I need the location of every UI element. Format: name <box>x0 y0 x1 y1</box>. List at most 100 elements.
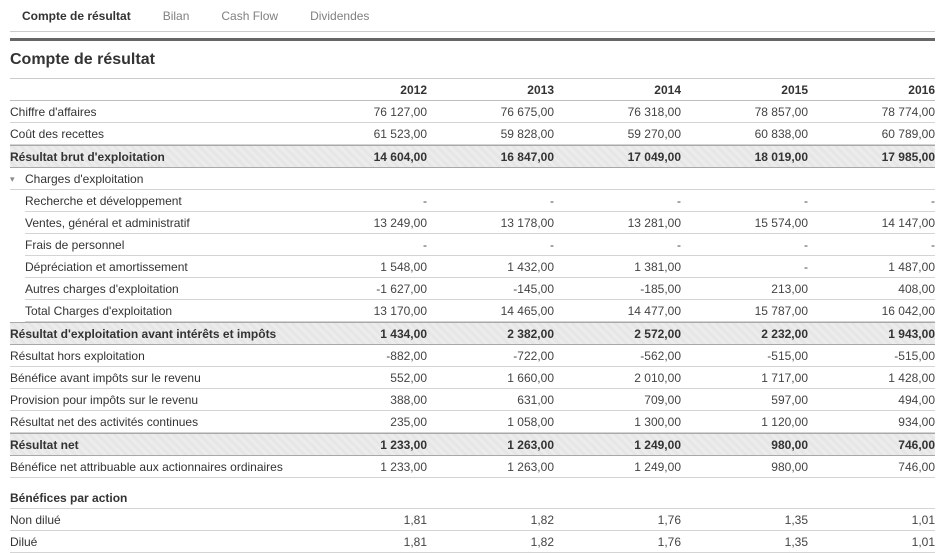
year-column-header: 2013 <box>527 83 554 97</box>
value-cell: 59 270,00 <box>627 127 681 141</box>
value-cell: 2 382,00 <box>507 327 554 341</box>
value-cell: 1 428,00 <box>888 371 935 385</box>
value-cell: 1,35 <box>784 513 808 527</box>
table-row: Résultat net 1 233,00 1 263,00 1 249,00 980,… <box>10 433 935 456</box>
value-cell: -562,00 <box>640 349 681 363</box>
row-label: Bénéfice avant impôts sur le revenu <box>10 371 201 385</box>
value-cell: -185,00 <box>640 282 681 296</box>
value-cell: 1 263,00 <box>507 438 554 452</box>
value-cell: 61 523,00 <box>373 127 427 141</box>
value-cell: 13 281,00 <box>627 216 681 230</box>
table-row: Dépréciation et amortissement 1 548,00 1 4… <box>25 256 935 278</box>
table-row: Ventes, général et administratif 13 249,0… <box>25 212 935 234</box>
value-cell: 1 300,00 <box>634 415 681 429</box>
value-cell: -515,00 <box>767 349 808 363</box>
collapse-triangle-icon[interactable]: ▾ <box>10 174 15 184</box>
tab-dividendes[interactable]: Dividendes <box>310 9 370 23</box>
table-row: Résultat brut d'exploitation 14 604,00 16 … <box>10 145 935 168</box>
value-cell: 2 232,00 <box>761 327 808 341</box>
value-cell: 14 604,00 <box>373 150 427 164</box>
value-cell: 2 572,00 <box>634 327 681 341</box>
table-row: Bénéfices par action <box>10 487 935 509</box>
value-cell: 1 381,00 <box>634 260 681 274</box>
value-cell: 1,35 <box>784 535 808 549</box>
value-cell: 78 857,00 <box>754 105 808 119</box>
table-row: Frais de personnel - - - - - <box>25 234 935 256</box>
value-cell: 1,81 <box>403 535 427 549</box>
row-label: ▾ Charges d'exploitation <box>10 172 300 186</box>
value-cell: 746,00 <box>898 460 935 474</box>
table-row: Recherche et développement - - - - - <box>25 190 935 212</box>
row-label: Frais de personnel <box>25 238 125 252</box>
value-cell: 1 487,00 <box>888 260 935 274</box>
value-cell: - <box>804 260 808 274</box>
value-cell: 494,00 <box>898 393 935 407</box>
value-cell: 13 170,00 <box>373 304 427 318</box>
value-cell: 1,01 <box>911 535 935 549</box>
value-cell: - <box>550 194 554 208</box>
value-cell: 1,82 <box>530 535 554 549</box>
row-label: Résultat brut d'exploitation <box>10 150 165 164</box>
value-cell: 16 042,00 <box>881 304 935 318</box>
value-cell: 1 717,00 <box>761 371 808 385</box>
row-label: Non dilué <box>10 513 61 527</box>
tabs-divider-dark <box>10 38 935 41</box>
row-label: Dépréciation et amortissement <box>25 260 188 274</box>
value-cell: -882,00 <box>386 349 427 363</box>
value-cell: 235,00 <box>390 415 427 429</box>
value-cell: 76 318,00 <box>627 105 681 119</box>
value-cell: 16 847,00 <box>500 150 554 164</box>
table-row: Résultat d'exploitation avant intérêts e… <box>10 322 935 345</box>
value-cell: - <box>677 238 681 252</box>
table-row: Chiffre d'affaires 76 127,00 76 675,00 76 3… <box>10 101 935 123</box>
value-cell: 1 434,00 <box>380 327 427 341</box>
value-cell: 1,81 <box>403 513 427 527</box>
table-row: Dilué 1,81 1,82 1,76 1,35 1,01 <box>10 531 935 553</box>
value-cell: 1 432,00 <box>507 260 554 274</box>
row-label: Total Charges d'exploitation <box>25 304 173 318</box>
table-row: Bénéfice net attribuable aux actionnaire… <box>10 456 935 478</box>
tabs-divider-light <box>10 31 935 32</box>
value-cell: 1 249,00 <box>634 460 681 474</box>
year-column-header: 2012 <box>400 83 427 97</box>
value-cell: 408,00 <box>898 282 935 296</box>
value-cell: - <box>677 194 681 208</box>
tab-bilan[interactable]: Bilan <box>162 9 190 23</box>
row-label: Coût des recettes <box>10 127 105 141</box>
value-cell: 213,00 <box>771 282 808 296</box>
value-cell: 934,00 <box>898 415 935 429</box>
value-cell: 1 058,00 <box>507 415 554 429</box>
table-row: ▾ Charges d'exploitation <box>10 168 935 190</box>
tab-cash-flow[interactable]: Cash Flow <box>221 9 279 23</box>
table-row: Autres charges d'exploitation -1 627,00 -1… <box>25 278 935 300</box>
value-cell: - <box>931 194 935 208</box>
value-cell: 14 465,00 <box>500 304 554 318</box>
value-cell: 13 249,00 <box>373 216 427 230</box>
year-column-header: 2016 <box>908 83 935 97</box>
tab-compte-de-r-sultat[interactable]: Compte de résultat <box>22 9 131 23</box>
value-cell: - <box>550 238 554 252</box>
value-cell: 980,00 <box>771 460 808 474</box>
row-label: Bénéfice net attribuable aux actionnaire… <box>10 460 283 474</box>
row-label: Dilué <box>10 535 38 549</box>
row-label: Chiffre d'affaires <box>10 105 97 119</box>
table-row: Provision pour impôts sur le revenu 388,0… <box>10 389 935 411</box>
value-cell: 14 477,00 <box>627 304 681 318</box>
value-cell: 980,00 <box>771 438 808 452</box>
value-cell: 17 049,00 <box>627 150 681 164</box>
table-row: Coût des recettes 61 523,00 59 828,00 59 27… <box>10 123 935 145</box>
value-cell: -145,00 <box>513 282 554 296</box>
value-cell: -1 627,00 <box>376 282 427 296</box>
value-cell: -515,00 <box>894 349 935 363</box>
value-cell: - <box>804 238 808 252</box>
row-label: Autres charges d'exploitation <box>25 282 179 296</box>
value-cell: - <box>804 194 808 208</box>
value-cell: 60 789,00 <box>881 127 935 141</box>
value-cell: 1,82 <box>530 513 554 527</box>
value-cell: 1 660,00 <box>507 371 554 385</box>
value-cell: 1 120,00 <box>761 415 808 429</box>
value-cell: 13 178,00 <box>500 216 554 230</box>
year-column-header: 2014 <box>654 83 681 97</box>
row-label: Bénéfices par action <box>10 491 128 505</box>
value-cell: 78 774,00 <box>881 105 935 119</box>
